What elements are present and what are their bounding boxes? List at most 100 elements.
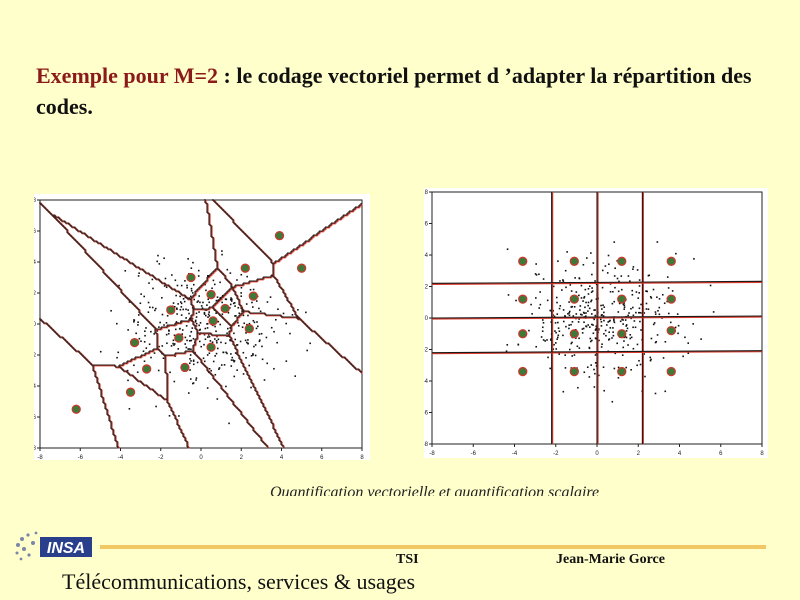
sample-point	[163, 257, 165, 260]
sample-point	[594, 372, 596, 375]
sample-point	[594, 329, 597, 331]
sample-point	[598, 339, 600, 342]
sample-point	[662, 357, 665, 359]
sample-point	[638, 285, 641, 287]
sample-point	[591, 287, 593, 289]
sample-point	[682, 355, 684, 358]
sample-point	[632, 268, 634, 270]
sample-point	[255, 300, 258, 302]
sample-point	[172, 339, 175, 342]
sample-point	[233, 332, 235, 335]
sample-point	[233, 375, 236, 378]
sample-point	[265, 336, 268, 339]
insa-logo: INSA	[12, 525, 94, 567]
sample-point	[226, 268, 229, 271]
sample-point	[506, 248, 509, 251]
sample-point	[645, 308, 648, 310]
sample-point	[128, 407, 131, 410]
sample-point	[189, 295, 192, 298]
sample-point	[188, 340, 191, 342]
sample-point	[562, 280, 565, 282]
sample-point	[208, 352, 211, 355]
x-tick-label: 4	[280, 455, 284, 460]
sample-point	[182, 298, 185, 300]
sample-point	[568, 301, 570, 303]
y-tick-label: 6	[425, 222, 429, 228]
codeword	[208, 316, 218, 326]
codeword	[569, 294, 579, 304]
sample-point	[664, 340, 667, 343]
sample-point	[245, 357, 247, 359]
sample-point	[580, 297, 583, 299]
sample-point	[179, 308, 182, 311]
sample-point	[175, 307, 178, 310]
sample-point	[151, 278, 154, 281]
sample-point	[187, 258, 189, 260]
sample-point	[608, 263, 610, 266]
logo-text: INSA	[47, 540, 85, 557]
sample-point	[577, 321, 580, 323]
sample-point	[567, 312, 569, 315]
sample-point	[612, 331, 614, 333]
sample-point	[639, 320, 641, 323]
sample-point	[199, 301, 201, 304]
sample-point	[229, 339, 232, 342]
grid-chart: -8 -6 -4 -2 0 2 4 6 8 -8 -6 -4 -2 0 2 4 6 8	[423, 190, 765, 457]
sample-point	[616, 342, 618, 345]
sample-point	[245, 332, 247, 334]
sample-point	[147, 301, 150, 304]
sample-point	[669, 321, 672, 324]
sample-point	[234, 352, 237, 354]
sample-point	[583, 297, 585, 299]
sample-point	[282, 312, 285, 315]
sample-point	[562, 309, 565, 311]
sample-point	[555, 331, 557, 334]
sample-point	[633, 320, 636, 322]
sample-point	[583, 295, 586, 298]
x-tick-label: -6	[471, 451, 477, 457]
sample-point	[594, 354, 597, 356]
sample-point	[656, 296, 658, 299]
sample-point	[587, 293, 590, 295]
sample-point	[291, 314, 294, 316]
sample-point	[517, 343, 520, 346]
sample-point	[608, 338, 610, 341]
sample-point	[224, 342, 227, 345]
sample-point	[196, 301, 199, 303]
sample-point	[558, 330, 561, 333]
sample-point	[240, 286, 243, 289]
sample-point	[184, 336, 187, 339]
sample-point	[658, 298, 661, 300]
codeword	[666, 325, 676, 336]
codeword	[569, 329, 579, 339]
sample-point	[248, 322, 251, 325]
sample-point	[214, 355, 216, 357]
sample-point	[645, 290, 648, 292]
sample-point	[603, 311, 605, 314]
x-tick-label: -2	[158, 455, 164, 460]
sample-point	[618, 280, 620, 283]
sample-point	[613, 318, 615, 321]
sample-point	[158, 345, 160, 348]
x-tick-label: -8	[429, 451, 435, 457]
sample-point	[553, 343, 555, 346]
sample-point	[617, 290, 620, 293]
sample-point	[585, 301, 587, 304]
codeword	[71, 404, 81, 414]
footer-rule	[100, 545, 766, 549]
sample-point	[568, 348, 571, 351]
codeword	[666, 256, 676, 266]
sample-point	[188, 297, 190, 299]
codeword	[666, 294, 676, 304]
sample-point	[654, 341, 657, 344]
sample-point	[216, 341, 218, 344]
sample-point	[625, 330, 628, 332]
sample-point	[603, 389, 606, 392]
sample-point	[230, 300, 233, 302]
sample-point	[576, 345, 579, 348]
y-tick-label: -2	[34, 353, 37, 359]
sample-point	[128, 301, 131, 303]
sample-point	[631, 289, 634, 292]
vector-quantization-plot: -8 -6 -4 -2 0 2 4 6 8 -8 -6 -4 -2 0 2 4 6 8	[31, 194, 370, 461]
sample-point	[251, 301, 253, 304]
